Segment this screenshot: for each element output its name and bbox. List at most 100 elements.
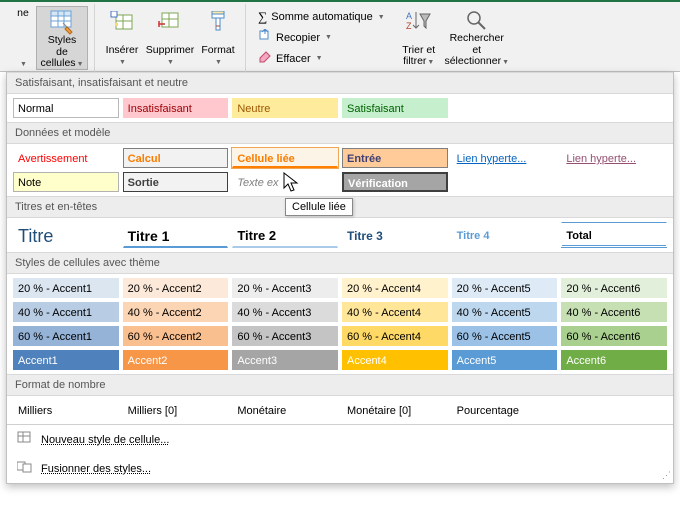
20pct-accent3[interactable]: 20 % - Accent3 — [232, 278, 338, 298]
style-titre[interactable]: Titre — [13, 222, 119, 248]
supprimer-label: Supprimer▼ — [146, 45, 194, 68]
40pct-accent3[interactable]: 40 % - Accent3 — [232, 302, 338, 322]
accent3[interactable]: Accent3 — [232, 350, 338, 370]
supprimer-button[interactable]: Supprimer▼ — [143, 6, 197, 70]
style-verification[interactable]: Vérification — [342, 172, 448, 192]
chevron-down-icon: ▼ — [325, 34, 332, 41]
effacer-icon — [258, 50, 272, 67]
sigma-icon: ∑ — [258, 9, 267, 25]
style-note[interactable]: Note — [13, 172, 119, 192]
style-normal[interactable]: Normal — [13, 98, 119, 118]
style-titre3[interactable]: Titre 3 — [342, 222, 448, 248]
styles-cellules-icon — [48, 9, 76, 35]
nouveau-style-button[interactable]: Nouveau style de cellule... — [7, 425, 673, 454]
inserer-icon — [108, 8, 136, 36]
60pct-accent3[interactable]: 60 % - Accent3 — [232, 326, 338, 346]
new-style-icon — [17, 431, 33, 448]
resize-grip[interactable]: ⋰ — [662, 470, 669, 481]
60pct-accent2[interactable]: 60 % - Accent2 — [123, 326, 229, 346]
style-texte-explicatif[interactable]: Texte ex — [232, 172, 338, 192]
fusionner-styles-button[interactable]: Fusionner des styles... — [7, 454, 673, 483]
nouveau-style-label: Nouveau style de cellule... — [41, 434, 169, 446]
style-total[interactable]: Total — [561, 222, 667, 248]
60pct-accent5[interactable]: 60 % - Accent5 — [452, 326, 558, 346]
styles-cellules-label: Styles de cellules▼ — [41, 35, 84, 70]
accent5[interactable]: Accent5 — [452, 350, 558, 370]
rechercher-button[interactable]: Rechercher et sélectionner▼ — [441, 6, 513, 70]
style-pourcentage[interactable]: Pourcentage — [452, 400, 558, 420]
btn-prev[interactable]: ne ▼ — [10, 6, 36, 70]
svg-text:A: A — [406, 11, 412, 21]
style-lien-visite[interactable]: Lien hyperte... — [561, 148, 667, 168]
editing-stack: ∑ Somme automatique ▼ Recopier ▼ Effacer… — [252, 6, 391, 70]
style-avertissement[interactable]: Avertissement — [13, 148, 119, 168]
rechercher-icon — [463, 8, 491, 33]
60pct-accent4[interactable]: 60 % - Accent4 — [342, 326, 448, 346]
style-titre2[interactable]: Titre 2 — [232, 222, 338, 248]
grid-accent: 20 % - Accent120 % - Accent220 % - Accen… — [7, 274, 673, 374]
style-monetaire[interactable]: Monétaire — [232, 400, 338, 420]
20pct-accent5[interactable]: 20 % - Accent5 — [452, 278, 558, 298]
style-calcul[interactable]: Calcul — [123, 148, 229, 168]
effacer-label: Effacer — [276, 53, 311, 65]
20pct-accent4[interactable]: 20 % - Accent4 — [342, 278, 448, 298]
style-sortie[interactable]: Sortie — [123, 172, 229, 192]
recopier-icon — [258, 29, 272, 46]
40pct-accent4[interactable]: 40 % - Accent4 — [342, 302, 448, 322]
20pct-accent1[interactable]: 20 % - Accent1 — [13, 278, 119, 298]
style-milliers-0[interactable]: Milliers [0] — [123, 400, 229, 420]
rechercher-label: Rechercher et sélectionner▼ — [444, 33, 509, 68]
trier-filtrer-button[interactable]: AZ Trier et filtrer▼ — [397, 6, 441, 70]
style-insatisfaisant[interactable]: Insatisfaisant — [123, 98, 229, 118]
section-format-nombre: Format de nombre — [7, 374, 673, 396]
ribbon-toolbar: ne ▼ Styles de cellules▼ Insérer▼ Suppri… — [0, 0, 680, 72]
format-icon — [204, 8, 232, 36]
style-neutre[interactable]: Neutre — [232, 98, 338, 118]
accent6[interactable]: Accent6 — [561, 350, 667, 370]
styles-cellules-button[interactable]: Styles de cellules▼ — [36, 6, 88, 70]
section-satisfaisant: Satisfaisant, insatisfaisant et neutre — [7, 72, 673, 94]
style-lien-hypertexte[interactable]: Lien hyperte... — [452, 148, 558, 168]
svg-text:Z: Z — [406, 21, 412, 31]
somme-auto-button[interactable]: ∑ Somme automatique ▼ — [256, 8, 387, 26]
grid-s5: Milliers Milliers [0] Monétaire Monétair… — [7, 396, 673, 424]
section-donnees: Données et modèle — [7, 122, 673, 144]
recopier-label: Recopier — [276, 32, 320, 44]
somme-auto-label: Somme automatique — [271, 11, 373, 23]
60pct-accent1[interactable]: 60 % - Accent1 — [13, 326, 119, 346]
chevron-down-icon: ▼ — [316, 55, 323, 62]
section-theme: Styles de cellules avec thème — [7, 252, 673, 274]
group-left-edge: ne ▼ Styles de cellules▼ — [4, 4, 95, 72]
40pct-accent6[interactable]: 40 % - Accent6 — [561, 302, 667, 322]
effacer-button[interactable]: Effacer ▼ — [256, 49, 387, 68]
style-milliers[interactable]: Milliers — [13, 400, 119, 420]
60pct-accent6[interactable]: 60 % - Accent6 — [561, 326, 667, 346]
40pct-accent5[interactable]: 40 % - Accent5 — [452, 302, 558, 322]
grid-s2: Avertissement Calcul Cellule liée Entrée… — [7, 144, 673, 196]
style-monetaire-0[interactable]: Monétaire [0] — [342, 400, 448, 420]
format-button[interactable]: Format▼ — [197, 6, 239, 70]
accent1[interactable]: Accent1 — [13, 350, 119, 370]
label-ne: ne — [17, 8, 29, 20]
40pct-accent1[interactable]: 40 % - Accent1 — [13, 302, 119, 322]
40pct-accent2[interactable]: 40 % - Accent2 — [123, 302, 229, 322]
20pct-accent2[interactable]: 20 % - Accent2 — [123, 278, 229, 298]
group-editing: ∑ Somme automatique ▼ Recopier ▼ Effacer… — [246, 4, 519, 72]
fusionner-styles-label: Fusionner des styles... — [41, 463, 151, 475]
style-entree[interactable]: Entrée — [342, 148, 448, 168]
chevron-down-icon: ▼ — [20, 61, 27, 68]
recopier-button[interactable]: Recopier ▼ — [256, 28, 387, 47]
merge-icon — [17, 460, 33, 477]
style-titre4[interactable]: Titre 4 — [452, 222, 558, 248]
style-satisfaisant[interactable]: Satisfaisant — [342, 98, 448, 118]
chevron-down-icon: ▼ — [378, 14, 385, 21]
accent2[interactable]: Accent2 — [123, 350, 229, 370]
style-titre1[interactable]: Titre 1 — [123, 222, 229, 248]
20pct-accent6[interactable]: 20 % - Accent6 — [561, 278, 667, 298]
style-cellule-liee[interactable]: Cellule liée — [232, 148, 338, 168]
trier-filtrer-label: Trier et filtrer▼ — [401, 45, 437, 68]
accent4[interactable]: Accent4 — [342, 350, 448, 370]
section-titres: Titres et en-têtes — [7, 196, 673, 218]
inserer-button[interactable]: Insérer▼ — [101, 6, 143, 70]
supprimer-icon — [156, 8, 184, 36]
